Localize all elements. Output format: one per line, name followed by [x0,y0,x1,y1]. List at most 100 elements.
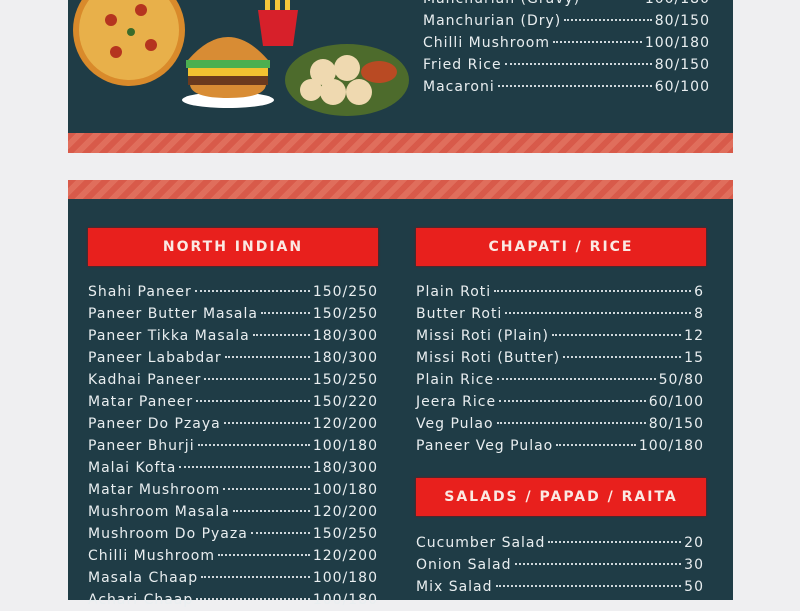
item-price: 120/200 [312,504,378,520]
dot-leader [196,598,310,600]
dot-leader [496,422,646,424]
item-price: 80/150 [648,416,704,432]
main-menu-panel: NORTH INDIAN CHAPATI / RICE SALADS / PAP… [68,199,733,608]
dot-leader [553,41,642,43]
menu-item: Chilli Mushroom 100/180 [423,32,710,54]
item-price: 120/200 [312,548,378,564]
item-price: 30 [684,557,704,573]
item-price: 80/150 [654,13,710,29]
dot-leader [201,576,310,578]
menu-item: Onion Salad 30 [416,554,704,576]
item-name: Jeera Rice [416,394,497,410]
item-name: Manchurian (Gravy) [423,0,580,10]
menu-item: Missi Roti (Plain) 12 [416,325,704,347]
item-price: 180/300 [312,460,378,476]
dot-leader [504,63,652,65]
dot-leader [494,290,692,292]
item-name: Missi Roti (Plain) [416,328,549,344]
item-name: Paneer Lababdar [88,350,222,366]
item-price: 100/180 [638,438,704,454]
dot-leader [197,444,310,446]
dot-leader [194,290,310,292]
item-price: 60/100 [654,79,710,95]
menu-item: Matar Mushroom 100/180 [88,479,378,501]
item-name: Plain Roti [416,284,492,300]
item-price: 80/150 [654,57,710,73]
dot-leader [232,510,310,512]
dot-leader [564,19,652,21]
item-name: Matar Paneer [88,394,194,410]
menu-item: Shahi Paneer 150/250 [88,281,378,303]
decorative-band [68,133,733,153]
item-price: 50 [684,579,704,595]
menu-item: Paneer Bhurji 100/180 [88,435,378,457]
menu-item: Plain Rice 50/80 [416,369,704,391]
dot-leader [505,312,692,314]
menu-item: Manchurian (Gravy) 100/180 [423,0,710,10]
item-name: Matar Mushroom [88,482,221,498]
top-menu-panel: Manchurian (Gravy)100/180Manchurian (Dry… [68,0,733,133]
chapati-rice-header: CHAPATI / RICE [416,228,706,266]
dot-leader [224,356,310,358]
item-name: Veg Pulao [416,416,494,432]
dot-leader [218,554,310,556]
item-name: Chilli Mushroom [423,35,550,51]
item-name: Manchurian (Dry) [423,13,562,29]
item-price: 20 [684,535,704,551]
item-name: Shahi Paneer [88,284,192,300]
item-price: 150/250 [312,306,378,322]
menu-item: Cucumber Salad 20 [416,532,704,554]
item-name: Fried Rice [423,57,502,73]
pizza-image [73,0,185,86]
dot-leader [260,312,310,314]
item-price: 150/250 [312,526,378,542]
item-name: Achari Chaap [88,592,194,608]
menu-item: Mushroom Masala 120/200 [88,501,378,523]
item-name: Macaroni [423,79,495,95]
dot-leader [563,356,682,358]
dot-leader [252,334,310,336]
item-price: 150/250 [312,372,378,388]
menu-item: Macaroni 60/100 [423,76,710,98]
dot-leader [514,563,682,565]
dot-leader [556,444,636,446]
item-price: 150/250 [312,284,378,300]
dot-leader [204,378,310,380]
dot-leader [497,85,652,87]
item-price: 6 [694,284,704,300]
item-price: 12 [684,328,704,344]
menu-item: Masala Chaap 100/180 [88,567,378,589]
item-price: 180/300 [312,350,378,366]
salads-header: SALADS / PAPAD / RAITA [416,478,706,516]
item-name: Malai Kofta [88,460,177,476]
decorative-band [68,180,733,199]
item-name: Paneer Veg Pulao [416,438,554,454]
item-price: 180/300 [312,328,378,344]
north-indian-header: NORTH INDIAN [88,228,378,266]
menu-item: Jeera Rice 60/100 [416,391,704,413]
item-name: Missi Roti (Butter) [416,350,561,366]
dot-leader [250,532,310,534]
item-price: 100/180 [645,0,710,10]
menu-item: Plain Roti 6 [416,281,704,303]
menu-item: Paneer Lababdar 180/300 [88,347,378,369]
dot-leader [552,334,682,336]
menu-item: Mix Salad 50 [416,576,704,598]
menu-item: Paneer Do Pzaya 120/200 [88,413,378,435]
menu-item: Paneer Butter Masala 150/250 [88,303,378,325]
item-price: 50/80 [658,372,704,388]
item-name: Mushroom Do Pyaza [88,526,248,542]
item-name: Paneer Butter Masala [88,306,258,322]
item-price: 100/180 [312,438,378,454]
dot-leader [196,400,310,402]
menu-item: Veg Pulao 80/150 [416,413,704,435]
dot-leader [179,466,310,468]
item-name: Paneer Bhurji [88,438,195,454]
item-name: Mushroom Masala [88,504,230,520]
item-name: Paneer Tikka Masala [88,328,250,344]
menu-item: Manchurian (Dry) 80/150 [423,10,710,32]
item-price: 100/180 [312,570,378,586]
momos-image [285,44,409,116]
dot-leader [548,541,682,543]
fries-image [258,0,298,46]
